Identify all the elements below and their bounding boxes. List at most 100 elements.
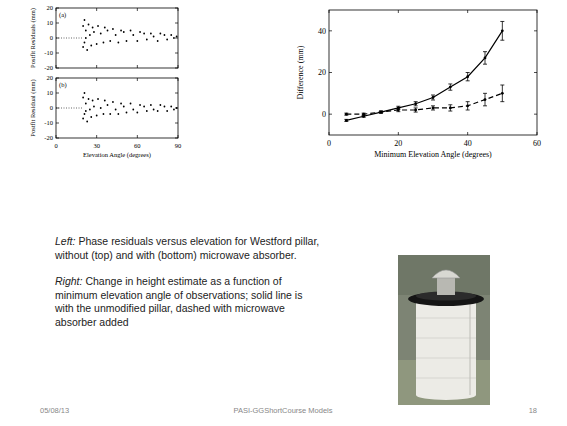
y-axis-title: Postfit Residual (mm): [29, 79, 37, 136]
scatter-point: [92, 27, 94, 29]
scatter-point: [170, 34, 172, 36]
y-tick: [175, 68, 178, 69]
y-tick-label: 20: [47, 74, 54, 81]
error-stem: [346, 119, 347, 121]
scatter-point: [107, 30, 109, 32]
line-marker: [484, 98, 487, 101]
y-tick: [534, 72, 537, 73]
x-axis-title: Elevation Angle (degrees): [83, 151, 151, 159]
scatter-point: [139, 104, 141, 106]
line-marker: [466, 75, 469, 78]
x-tick: [56, 78, 57, 81]
error-stem: [450, 105, 451, 111]
error-stem: [415, 108, 416, 112]
caption-line: absorber added: [55, 316, 129, 328]
caption-label: Right:: [55, 275, 83, 287]
scatter-point: [173, 37, 175, 39]
y-tick: [534, 114, 537, 115]
scatter-point: [123, 106, 125, 108]
panel-label: (a): [59, 11, 66, 19]
scatter-point: [85, 103, 87, 105]
series-line: [346, 93, 502, 114]
x-tick: [398, 10, 399, 13]
scatter-point: [96, 43, 98, 45]
x-tick: [137, 78, 138, 81]
y-tick: [56, 23, 59, 24]
error-cap: [431, 100, 435, 101]
scatter-point: [126, 112, 128, 114]
scatter-point: [84, 19, 86, 21]
error-cap: [414, 105, 418, 106]
error-cap: [483, 51, 487, 52]
line-marker: [345, 119, 348, 122]
error-bar: [483, 93, 487, 106]
y-tick: [175, 138, 178, 139]
line-marker: [501, 92, 504, 95]
x-tick: [178, 65, 179, 68]
error-bar: [448, 84, 452, 90]
scatter-point: [97, 98, 99, 100]
scatter-point: [117, 42, 119, 44]
scatter-point: [120, 30, 122, 32]
y-tick: [175, 8, 178, 9]
y-tick: [56, 123, 59, 124]
line-marker: [414, 102, 417, 105]
scatter-point: [85, 30, 87, 32]
x-tick-label: 90: [175, 142, 182, 149]
scatter-point: [176, 36, 178, 38]
scatter-point: [146, 39, 148, 41]
error-stem: [381, 111, 382, 113]
y-tick: [329, 72, 332, 73]
scatter-point: [82, 97, 84, 99]
error-stem: [502, 21, 503, 40]
scatter-point: [150, 104, 152, 106]
y-tick-label: 40: [318, 27, 326, 36]
x-tick: [137, 135, 138, 138]
x-tick-label: 20: [394, 139, 402, 148]
x-tick-label: 0: [327, 139, 331, 148]
scatter-point: [82, 25, 84, 27]
scatter-point: [85, 37, 87, 39]
error-bar: [431, 95, 435, 100]
pillar-seam: [416, 318, 476, 319]
caption-text: with the unmodified pillar, dashed with …: [54, 302, 285, 314]
chart-panel: -20-1001020Postfit Residuals (mm)(a): [29, 4, 179, 71]
scatter-point: [143, 33, 145, 35]
footer-title: PASI-GGShortCourse Models: [233, 406, 332, 415]
scatter-point: [82, 46, 84, 48]
scatter-point: [130, 103, 132, 105]
photo-background: [398, 255, 490, 405]
footer-page: 18: [529, 406, 537, 415]
y-tick: [56, 8, 59, 9]
scatter-point: [150, 33, 152, 35]
antenna-dome: [432, 270, 460, 278]
error-cap: [466, 72, 470, 73]
chart-panel: 0306090-20-1001020Elevation Angle (degre…: [29, 74, 182, 159]
data-group: [56, 19, 178, 51]
reference-line: [56, 38, 83, 39]
pillar-base: [416, 390, 476, 400]
y-tick-label: 0: [50, 34, 53, 41]
scatter-point: [88, 24, 90, 26]
error-cap: [466, 80, 470, 81]
y-tick: [56, 68, 59, 69]
scatter-point: [93, 31, 95, 33]
error-stem: [485, 93, 486, 106]
scatter-point: [157, 110, 159, 112]
pillar-seam: [416, 338, 476, 339]
line-marker: [432, 96, 435, 99]
scatter-point: [112, 101, 114, 103]
error-stem: [467, 73, 468, 81]
x-tick: [56, 135, 57, 138]
error-bar: [344, 119, 348, 121]
error-cap: [448, 90, 452, 91]
photo-trees: [398, 255, 490, 295]
error-bar: [414, 108, 418, 112]
pillar-body: [416, 300, 476, 395]
x-tick: [96, 135, 97, 138]
scatter-point: [164, 106, 166, 108]
error-stem: [381, 111, 382, 113]
x-tick-label: 60: [533, 139, 541, 148]
error-cap: [414, 107, 418, 108]
plot-frame: [329, 10, 537, 135]
